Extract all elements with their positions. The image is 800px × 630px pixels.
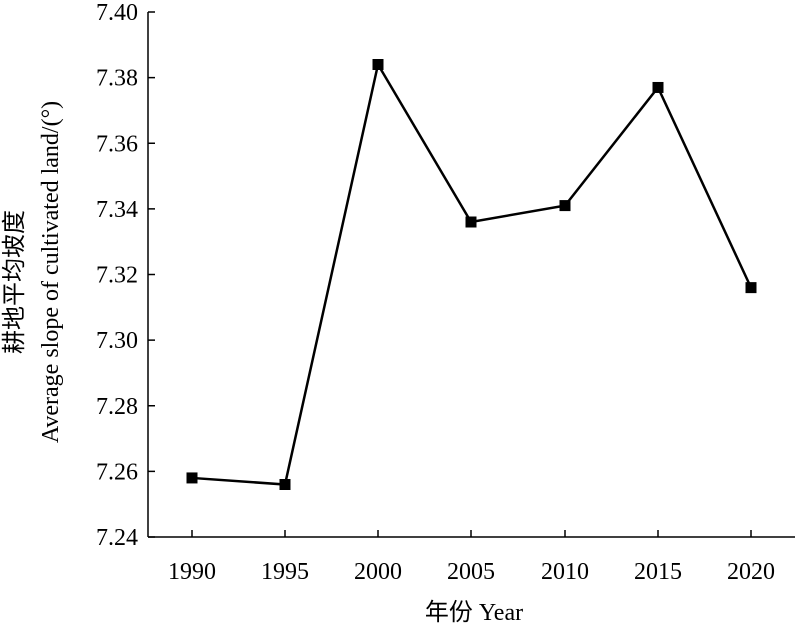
y-tick-label: 7.38 <box>96 66 138 92</box>
axes <box>147 12 795 538</box>
y-tick-label: 7.30 <box>96 328 138 354</box>
y-tick-label: 7.34 <box>96 197 138 223</box>
y-tick-label: 7.32 <box>96 263 138 289</box>
data-point-2010 <box>559 200 571 212</box>
y-axis-title-cn: 耕地平均坡度 <box>1 210 28 354</box>
y-tick-label: 7.26 <box>96 459 138 485</box>
x-axis-title: 年份 Year <box>425 599 523 626</box>
plot-area <box>186 59 757 490</box>
series-line <box>191 61 753 486</box>
x-tick-label: 2010 <box>541 559 589 585</box>
x-tick-label: 1995 <box>261 559 309 585</box>
y-tick-label: 7.24 <box>96 525 138 551</box>
data-point-2020 <box>745 282 757 294</box>
x-tick-label: 2020 <box>727 559 775 585</box>
data-point-2000 <box>372 59 384 70</box>
y-tick-label: 7.28 <box>96 394 138 420</box>
x-tick-label: 2005 <box>447 559 495 585</box>
x-tick-label: 2015 <box>634 559 682 585</box>
y-ticks: 7.24 7.26 7.28 7.30 7.32 7.34 7.36 7.38 7.40 <box>96 0 155 551</box>
y-tick-label: 7.36 <box>96 131 138 157</box>
data-point-2005 <box>465 216 477 228</box>
data-point-1990 <box>186 472 198 484</box>
x-tick-label: 2000 <box>354 559 402 585</box>
y-axis-title-en: Average slope of cultivated land/(°) <box>38 101 64 443</box>
y-tick-label: 7.40 <box>96 0 138 26</box>
data-point-2015 <box>652 81 664 93</box>
data-point-1995 <box>279 479 291 490</box>
x-tick-label: 1990 <box>168 559 216 585</box>
x-ticks: 1990 1995 2000 2005 2010 2015 2020 <box>168 530 775 585</box>
